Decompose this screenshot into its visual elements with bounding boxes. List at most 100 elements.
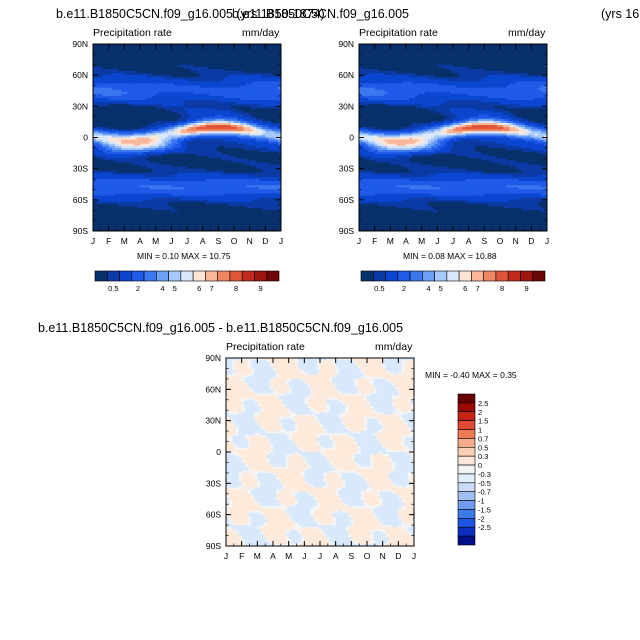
control-cell [124, 122, 128, 126]
control-cell [155, 141, 160, 145]
control-cell [180, 181, 185, 184]
control-cell [224, 60, 229, 64]
control-cell [96, 187, 100, 190]
control-cell [127, 210, 131, 213]
control-cell [108, 199, 113, 203]
control-cell [161, 147, 166, 151]
control-cell [158, 191, 163, 194]
control-cell [133, 77, 138, 80]
control-cell [205, 108, 210, 111]
control-cell [93, 129, 97, 132]
control-cell [174, 66, 178, 70]
control-cell [234, 164, 238, 167]
control-cell [271, 73, 276, 76]
control-cell [218, 166, 222, 170]
control-cell [234, 120, 238, 124]
control-cell [230, 139, 235, 143]
control-cell [96, 44, 100, 47]
control-cell [165, 172, 169, 176]
control-cell [174, 50, 178, 53]
control-cell [215, 195, 219, 199]
control-cell [124, 73, 128, 76]
control-cell [133, 66, 138, 70]
control-cell [118, 189, 122, 192]
control-cell [177, 208, 182, 211]
control-cell [215, 104, 219, 107]
control-cell [168, 197, 172, 201]
control-cell [212, 71, 216, 74]
control-cell [180, 46, 185, 49]
control-cell [111, 139, 116, 143]
control-cell [96, 110, 100, 113]
control-cell [133, 83, 138, 86]
control-cell [249, 89, 254, 93]
control-cell [237, 170, 241, 174]
control-cell [149, 110, 153, 113]
control-cell [196, 79, 200, 82]
control-cell [196, 85, 200, 89]
control-cell [255, 93, 260, 97]
control-cell [124, 75, 128, 78]
control-cell [93, 77, 97, 80]
control-cell [234, 199, 238, 203]
control-cell [193, 114, 197, 118]
control-cell [230, 93, 235, 97]
control-cell [265, 168, 269, 172]
control-cell [96, 145, 100, 149]
control-cell [124, 181, 128, 184]
control-cell [240, 131, 244, 134]
control-cell [259, 131, 263, 134]
control-cell [105, 166, 110, 170]
control-cell [196, 179, 200, 182]
control-cell [161, 201, 166, 205]
control-cell [171, 114, 175, 118]
control-cell [146, 139, 150, 143]
control-cell [168, 179, 172, 182]
control-cell [161, 87, 166, 91]
control-cell [199, 179, 204, 182]
control-cell [140, 174, 144, 178]
control-cell [196, 100, 200, 103]
control-cell [230, 108, 235, 111]
control-cell [277, 143, 282, 147]
control-cell [208, 87, 213, 91]
control-cell [168, 118, 172, 122]
control-cell [165, 46, 169, 49]
control-cell [265, 179, 269, 182]
control-cell [249, 52, 254, 55]
control-cell [274, 185, 279, 188]
control-cell [265, 183, 269, 186]
control-cell [193, 170, 197, 174]
control-cell [177, 147, 182, 151]
control-cell [259, 85, 263, 89]
control-cell [146, 77, 150, 80]
control-cell [243, 174, 247, 178]
control-cell [246, 141, 251, 145]
control-cell [96, 79, 100, 82]
control-cell [140, 125, 144, 128]
control-cell [230, 170, 235, 174]
control-cell [199, 98, 204, 101]
control-cell [136, 46, 141, 49]
control-cell [227, 116, 232, 120]
control-cell [165, 152, 169, 155]
control-cell [99, 135, 103, 138]
control-cell [105, 125, 110, 128]
control-cell [190, 87, 194, 91]
control-cell [187, 77, 191, 80]
control-cell [243, 189, 247, 192]
control-cell [133, 44, 138, 47]
control-cell [243, 143, 247, 147]
control-cell [252, 62, 257, 66]
control-cell [108, 214, 113, 217]
control-cell [111, 93, 116, 97]
control-cell [124, 46, 128, 49]
control-cell [177, 54, 182, 57]
control-cell [205, 87, 210, 91]
control-cell [243, 149, 247, 153]
control-cell [262, 68, 266, 72]
control-cell [240, 52, 244, 55]
control-cell [158, 143, 163, 147]
control-cell [152, 172, 157, 176]
control-cell [161, 149, 166, 153]
